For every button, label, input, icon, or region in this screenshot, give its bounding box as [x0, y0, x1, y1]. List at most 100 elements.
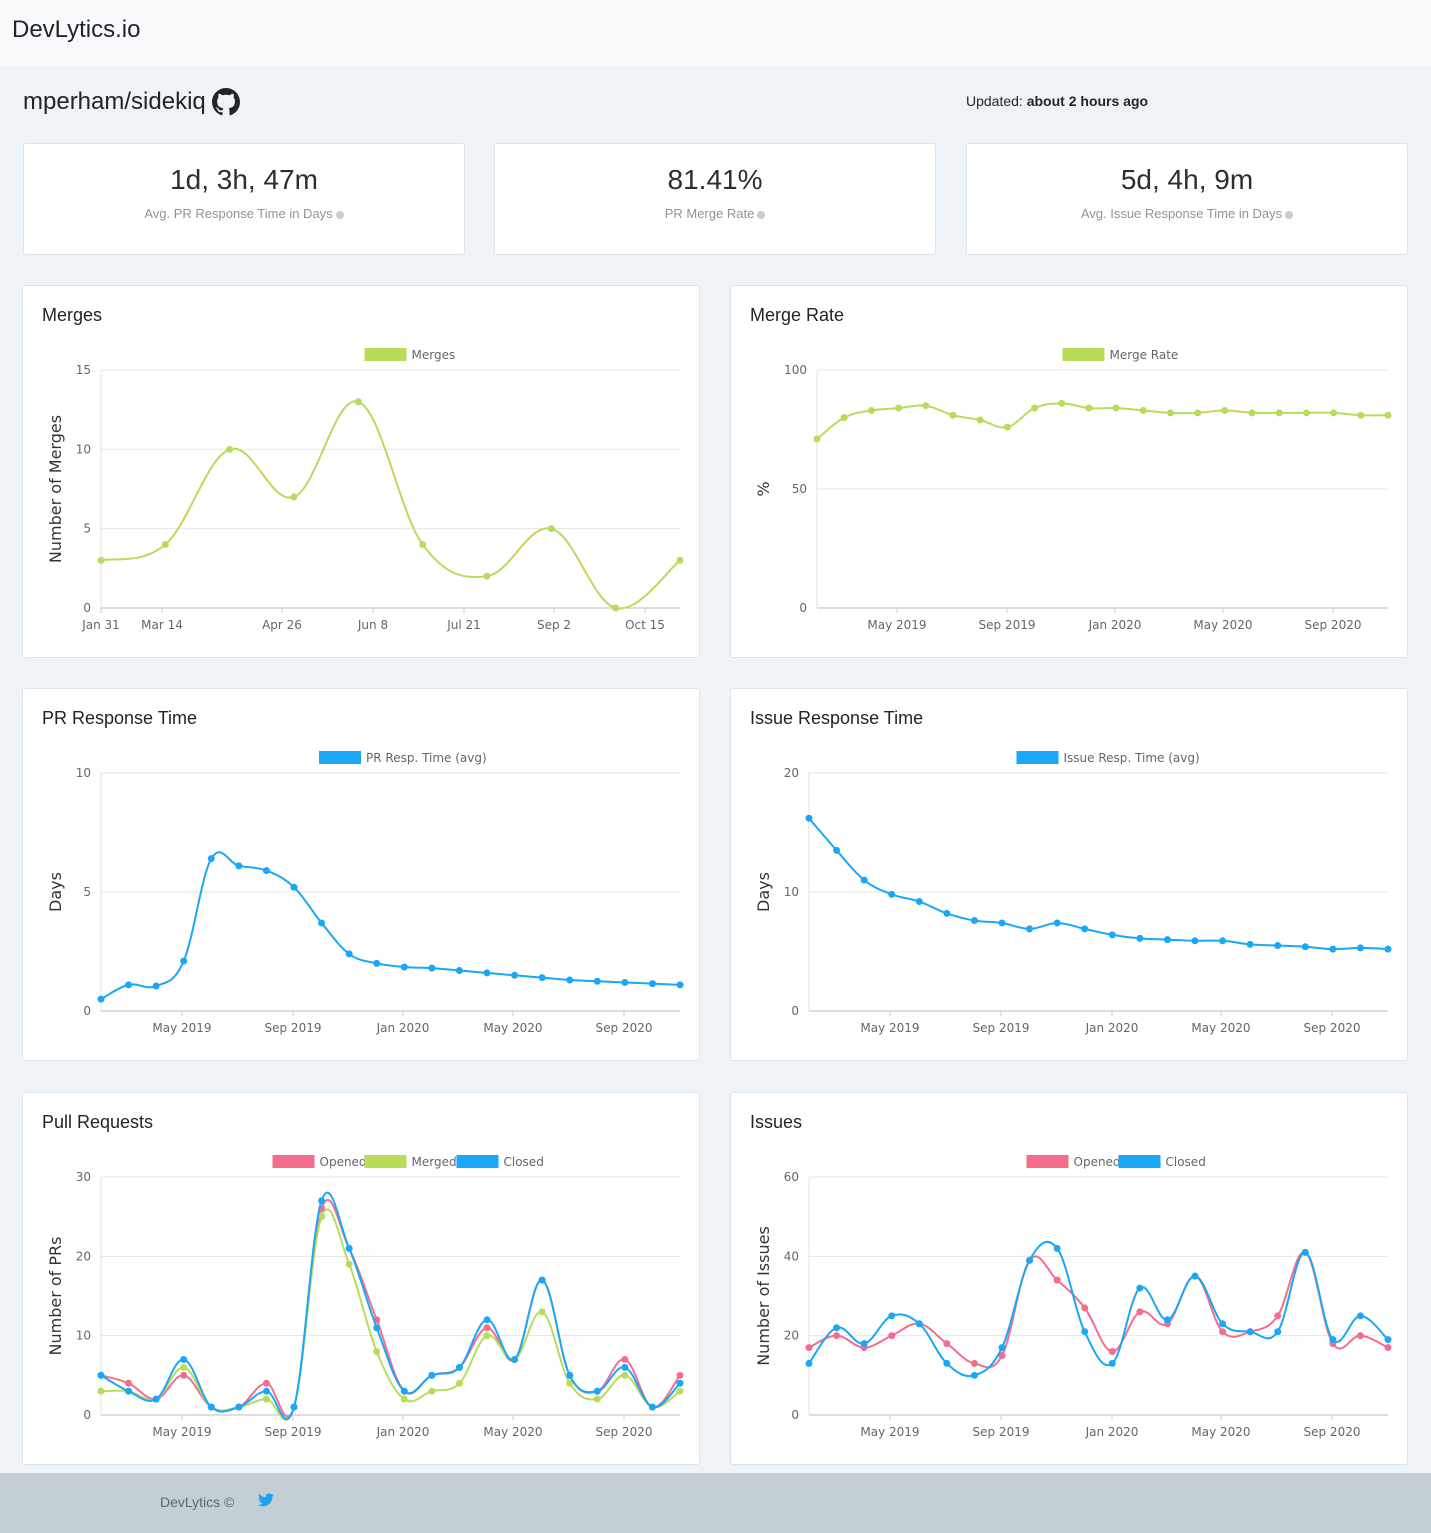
data-point: [1274, 942, 1282, 950]
data-point: [621, 1371, 629, 1379]
stat-label: Avg. PR Response Time in Days: [144, 206, 333, 221]
x-tick-label: Sep 2: [537, 618, 571, 632]
data-point: [922, 402, 930, 410]
data-point: [998, 919, 1006, 927]
data-point: [805, 814, 813, 822]
help-icon[interactable]: [335, 210, 344, 219]
help-icon[interactable]: [1285, 210, 1294, 219]
x-tick-label: Jul 21: [446, 618, 481, 632]
stat-card-merge-rate: 81.41% PR Merge Rate: [494, 143, 936, 255]
data-point: [1031, 404, 1039, 412]
data-point: [538, 974, 546, 982]
data-point: [290, 883, 298, 891]
y-axis-title: Number of PRs: [46, 1237, 65, 1356]
data-point: [833, 1324, 841, 1332]
y-axis-title: %: [754, 481, 773, 496]
data-point: [180, 1355, 188, 1363]
x-tick-label: Sep 2020: [596, 1425, 653, 1439]
y-tick-label: 20: [76, 1249, 91, 1263]
x-tick-label: May 2020: [1191, 1425, 1250, 1439]
data-point: [621, 978, 629, 986]
data-point: [483, 572, 491, 580]
navbar: DevLytics.io: [0, 0, 1431, 66]
data-point: [511, 971, 519, 979]
chart-title: PR Response Time: [42, 708, 198, 728]
data-point: [428, 1371, 436, 1379]
data-point: [1219, 1320, 1227, 1328]
stat-label-row: Avg. PR Response Time in Days: [24, 206, 464, 221]
repo-name: mperham/sidekiq: [23, 88, 206, 115]
x-tick-label: Sep 2020: [596, 1021, 653, 1035]
data-point: [428, 1387, 436, 1395]
x-tick-label: May 2019: [152, 1425, 211, 1439]
series-line: [808, 1240, 1389, 1378]
footer: DevLytics ©: [0, 1473, 1431, 1533]
data-point: [676, 1379, 684, 1387]
data-point: [1053, 1276, 1061, 1284]
help-icon[interactable]: [757, 210, 766, 219]
data-point: [262, 1387, 270, 1395]
legend-label: Merges: [412, 348, 456, 362]
data-point: [895, 404, 903, 412]
y-tick-label: 20: [784, 1329, 799, 1343]
chart-card-pull-requests: Pull Requests 0 10 20 30 May 2019 Sep 2019 Jan…: [22, 1092, 700, 1465]
y-tick-label: 30: [76, 1170, 91, 1184]
data-point: [621, 1355, 629, 1363]
data-point: [970, 1359, 978, 1367]
merges-chart[interactable]: 0 5 10 15 Jan 31 Mar 14 Apr 26 Jun 8 Jul 21 Sep 2…: [23, 286, 701, 659]
data-point: [1384, 411, 1392, 419]
data-point: [318, 1197, 326, 1205]
y-tick-label: 5: [83, 522, 91, 536]
chart-title: Merges: [42, 305, 103, 325]
data-point: [1219, 1328, 1227, 1336]
data-point: [949, 411, 957, 419]
y-tick-label: 60: [784, 1170, 799, 1184]
merge-rate-chart[interactable]: 0 50 100 May 2019 Sep 2019 Jan 2020 May 2020 Se…: [731, 286, 1409, 659]
stat-label-row: Avg. Issue Response Time in Days: [967, 206, 1407, 221]
data-point: [676, 981, 684, 989]
twitter-icon[interactable]: [258, 1493, 274, 1507]
pull-requests-chart[interactable]: 0 10 20 30 May 2019 Sep 2019 Jan 2020 May 2020 S…: [23, 1093, 701, 1466]
data-point: [1329, 1336, 1337, 1344]
data-point: [813, 435, 821, 443]
data-point: [428, 964, 436, 972]
pr-response-chart[interactable]: 0 5 10 May 2019 Sep 2019 Jan 2020 May 2020 Sep …: [23, 689, 701, 1062]
legend-swatch: [1026, 1155, 1069, 1168]
data-point: [1112, 404, 1120, 412]
data-point: [97, 556, 105, 564]
data-point: [345, 1260, 353, 1268]
x-tick-label: Apr 26: [262, 618, 302, 632]
brand-logo[interactable]: DevLytics.io: [12, 16, 141, 43]
issue-response-chart[interactable]: 0 10 20 May 2019 Sep 2019 Jan 2020 May 2020 Sep…: [731, 689, 1409, 1062]
data-point: [538, 1308, 546, 1316]
data-point: [1108, 1348, 1116, 1356]
x-tick-label: May 2019: [867, 618, 926, 632]
legend-swatch: [1062, 348, 1105, 361]
x-tick-label: Mar 14: [141, 618, 183, 632]
data-point: [1330, 409, 1338, 417]
stat-label: PR Merge Rate: [664, 206, 755, 221]
data-point: [805, 1359, 813, 1367]
footer-copyright: DevLytics ©: [160, 1494, 235, 1510]
legend-swatch: [272, 1155, 315, 1168]
data-point: [1003, 423, 1011, 431]
data-point: [566, 1371, 574, 1379]
data-point: [676, 1371, 684, 1379]
data-point: [970, 917, 978, 925]
data-point: [805, 1344, 813, 1352]
data-point: [1136, 1284, 1144, 1292]
updated-status: Updated: about 2 hours ago: [966, 93, 1148, 109]
series-line: [100, 1199, 681, 1418]
x-tick-label: May 2019: [860, 1021, 919, 1035]
y-tick-label: 0: [791, 1408, 799, 1422]
y-tick-label: 0: [799, 601, 807, 615]
legend-label: PR Resp. Time (avg): [366, 751, 487, 765]
data-point: [1384, 1336, 1392, 1344]
data-point: [1081, 925, 1089, 933]
issues-chart[interactable]: 0 20 40 60 May 2019 Sep 2019 Jan 2020 May 2020 S…: [731, 1093, 1409, 1466]
data-point: [483, 1316, 491, 1324]
data-point: [125, 981, 133, 989]
chart-title: Merge Rate: [750, 305, 845, 325]
data-point: [180, 957, 188, 965]
github-icon[interactable]: [211, 88, 240, 116]
